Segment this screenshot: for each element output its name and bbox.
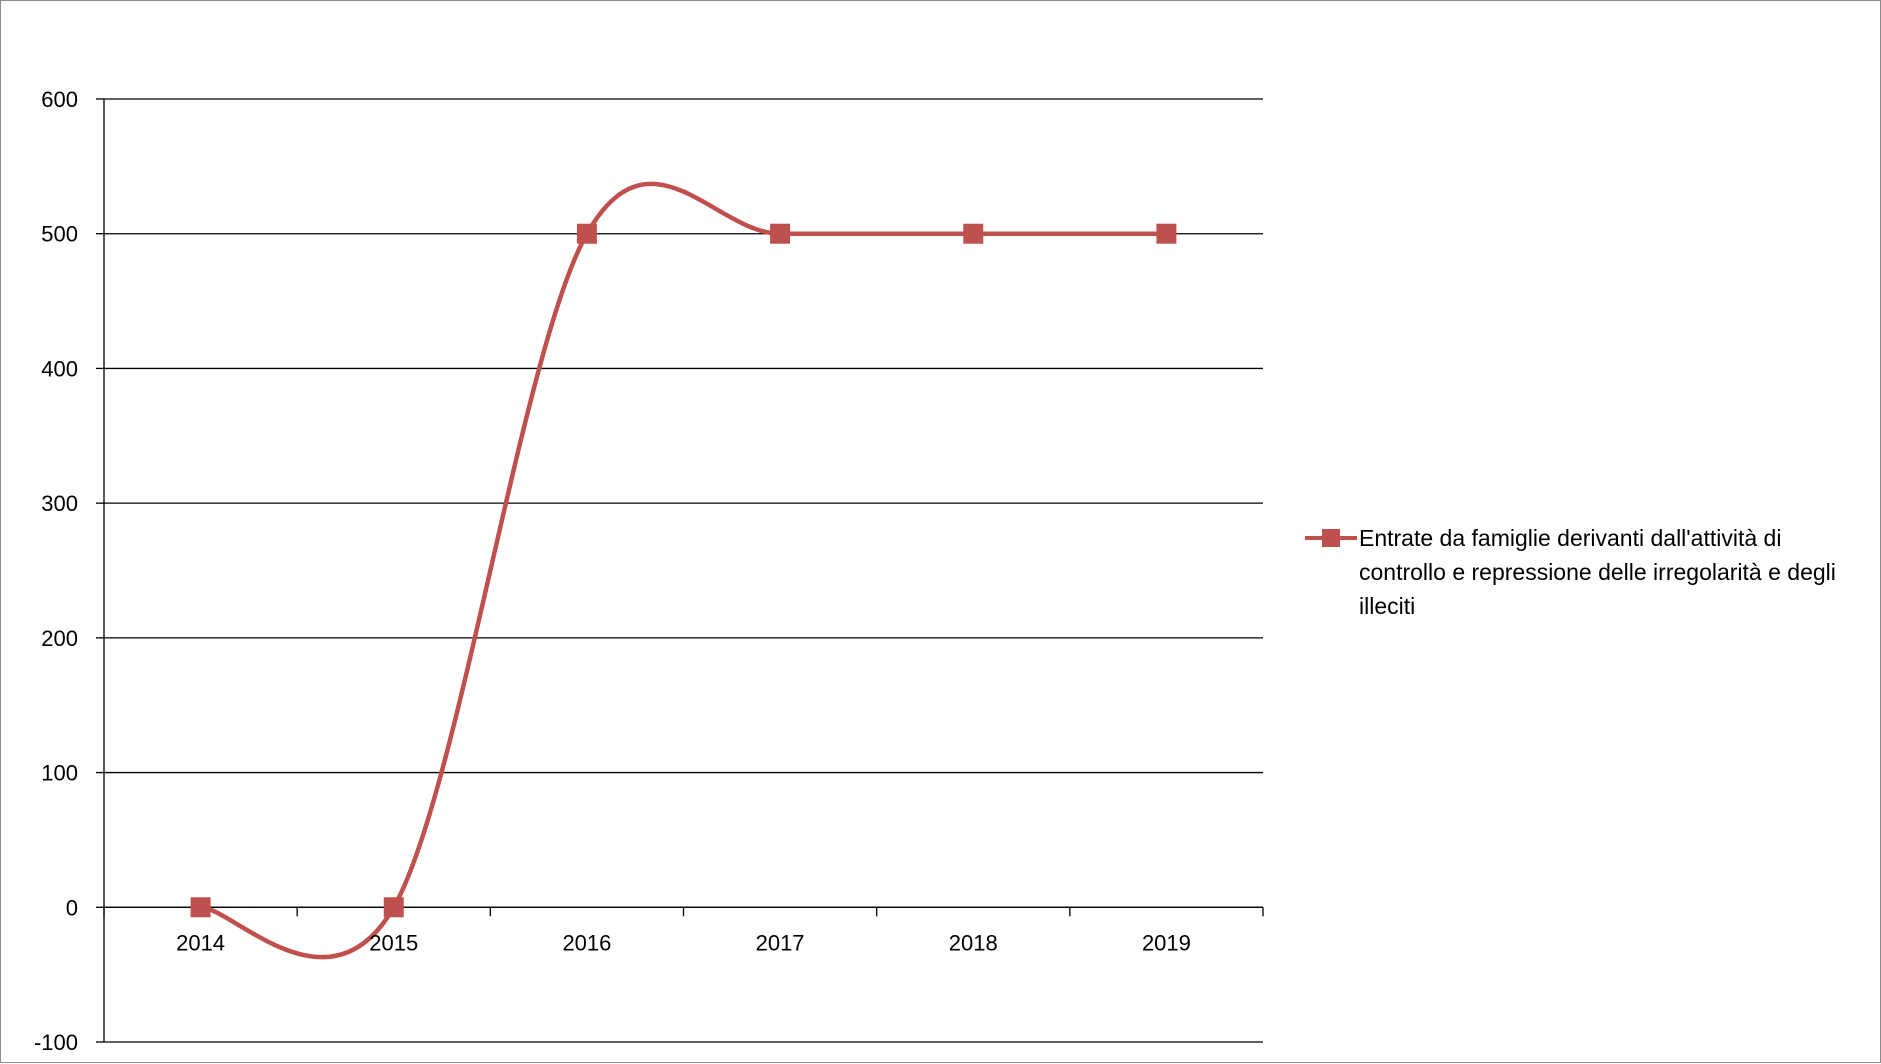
x-tick-label: 2017 — [756, 930, 805, 955]
y-tick-label: 400 — [41, 356, 78, 381]
data-point-marker — [963, 223, 984, 244]
tick-labels: -100 0 100 200 300 400 500 600 2014 2015 2016 2017 2… — [34, 87, 1191, 1055]
x-tick-label: 2015 — [369, 930, 418, 955]
data-point-marker — [770, 223, 791, 244]
data-point-marker — [1156, 223, 1177, 244]
data-point-marker — [190, 897, 211, 918]
x-tick-label: 2018 — [949, 930, 998, 955]
legend-marker — [1303, 521, 1359, 555]
data-point-marker — [576, 223, 597, 244]
legend-line-icon — [1305, 529, 1357, 547]
y-tick-label: 300 — [41, 491, 78, 516]
y-tick-label: 600 — [41, 87, 78, 112]
y-tick-label: 100 — [41, 761, 78, 786]
y-tick-label: 200 — [41, 626, 78, 651]
series-line — [200, 181, 1167, 960]
x-tick-label: 2016 — [562, 930, 611, 955]
y-tick-label: -100 — [34, 1030, 78, 1055]
x-tick-label: 2019 — [1142, 930, 1191, 955]
y-tick-label: 0 — [66, 895, 78, 920]
legend: Entrate da famiglie derivanti dall'attiv… — [1303, 521, 1873, 623]
data-point-marker — [383, 897, 404, 918]
series-layer — [190, 181, 1177, 960]
gridlines — [104, 98, 1263, 1043]
axes — [96, 98, 1264, 1043]
y-tick-label: 500 — [41, 222, 78, 247]
x-tick-label: 2014 — [176, 930, 225, 955]
legend-label: Entrate da famiglie derivanti dall'attiv… — [1359, 525, 1836, 619]
